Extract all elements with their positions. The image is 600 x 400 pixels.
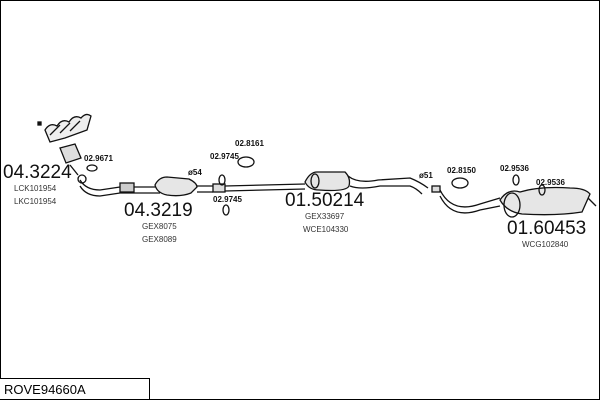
center-silencer — [304, 171, 351, 192]
small-part-label: 02.9671 — [84, 154, 113, 163]
hanger-icon — [237, 156, 255, 168]
hanger-icon — [222, 204, 230, 216]
hanger-icon — [512, 174, 520, 186]
small-part-label: 02.9536 — [500, 164, 529, 173]
small-part-label: 02.9536 — [536, 178, 565, 187]
part-ref: GEX33697 — [305, 212, 345, 221]
rear-silencer — [499, 186, 591, 216]
part-number: 01.50214 — [285, 190, 365, 211]
diameter-label: ø51 — [419, 171, 433, 180]
hanger-icon — [451, 177, 469, 189]
small-part-label: 02.9745 — [213, 195, 242, 204]
part-number: 04.3219 — [124, 200, 193, 221]
catalyst — [154, 176, 198, 197]
part-ref: WCE104330 — [303, 225, 349, 234]
hanger-icon — [86, 164, 98, 172]
manifold-drawing — [37, 113, 92, 176]
part-ref: GEX8075 — [142, 222, 177, 231]
part-ref: WCG102840 — [522, 240, 569, 249]
part-ref: LCK101954 — [14, 184, 57, 193]
part-number: 04.3224 — [3, 162, 72, 183]
small-part-label: 02.9745 — [210, 152, 239, 161]
part-ref: GEX8089 — [142, 235, 177, 244]
small-part-label: 02.8161 — [235, 139, 264, 148]
diagram-code: ROVE94660A — [0, 378, 150, 399]
diameter-label: ø54 — [188, 168, 202, 177]
hanger-icon — [218, 174, 226, 186]
part-number: 01.60453 — [507, 218, 586, 239]
hanger-icon — [538, 184, 546, 196]
small-part-label: 02.8150 — [447, 166, 476, 175]
part-ref: LKC101954 — [14, 197, 57, 206]
